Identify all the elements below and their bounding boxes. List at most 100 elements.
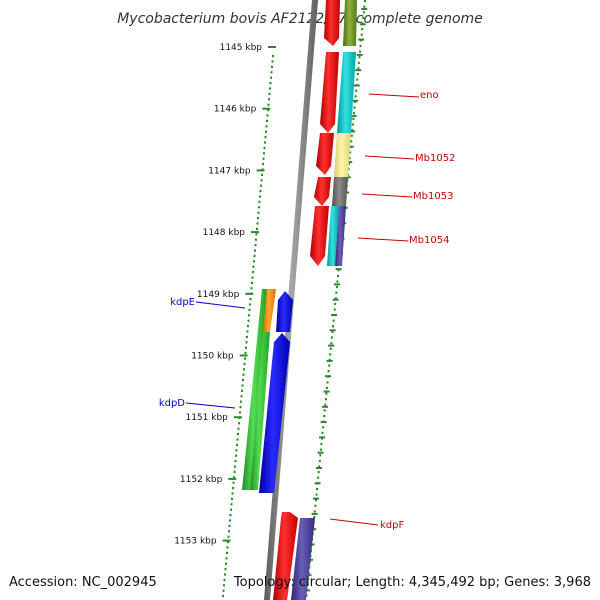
tick-dot [326,386,328,390]
tick-dot [223,578,226,581]
tick-dot [242,379,244,382]
tick-dot [226,551,228,554]
tick-dot [318,465,321,468]
gene-label-kdpF[interactable]: kdpF [380,520,404,531]
major-tick [268,46,276,48]
gene-label-kdpD[interactable]: kdpD [159,398,185,409]
tick-dot [318,459,321,462]
tick-dot [265,130,267,133]
minor-tick [352,99,359,102]
minor-tick [313,497,320,500]
minor-tick [359,23,366,26]
tick-dot [314,504,317,507]
tick-dot [271,65,273,68]
tick-dot [246,335,248,338]
tick-dot [329,353,332,356]
major-tick [228,477,237,480]
tick-dot [254,249,256,252]
tick-dot [254,244,257,247]
tick-dot [261,173,263,176]
tick-dot [259,195,261,198]
tick-dot [270,71,273,74]
kbp-label: 1152 kbp [180,475,223,485]
tick-dot [243,368,245,371]
tick-dot [266,114,269,117]
tick-dot [328,364,331,367]
tick-dot [350,140,353,143]
tick-dot [252,265,255,268]
tick-dot [252,271,254,274]
tick-dot [227,541,229,544]
tick-dot [231,497,233,500]
tick-dot [224,573,226,576]
tick-dot [323,415,326,418]
tick-dot [364,0,366,3]
tick-dot [250,287,253,290]
tick-dot [244,357,246,360]
gene-red-kdpF [273,512,298,600]
tick-dot [348,157,351,160]
tick-dot [239,411,241,414]
gene-group-kdp [242,289,293,493]
map-title: Mycobacterium bovis AF2122/97, complete … [117,11,483,27]
leader-mb1053 [361,193,413,198]
tick-dot [230,508,232,511]
tick-dot [316,487,318,491]
tick-dot [269,82,272,85]
minor-tick [334,283,341,286]
tick-dot [222,589,225,592]
tick-dot [246,330,249,333]
gene-label-kdpE[interactable]: kdpE [170,297,195,308]
tick-dot [230,503,233,506]
tick-dot [257,211,260,214]
tick-dot [232,481,235,484]
minor-tick [332,298,339,301]
tick-dot [253,260,255,263]
topology-text: Topology: circular; Length: 4,345,492 bp… [233,575,591,590]
tick-dot [337,274,339,277]
tick-dot [248,314,250,317]
tick-dot [245,341,248,344]
tick-dot [305,594,308,597]
tick-dot [258,206,260,209]
tick-dot [348,162,350,165]
gene-label-mb1052[interactable]: Mb1052 [415,153,455,164]
kbp-label: 1153 kbp [174,537,217,547]
gene-label-mb1053[interactable]: Mb1053 [413,191,453,202]
tick-dot [229,519,231,522]
tick-dot [232,487,234,490]
tick-dot [362,16,365,19]
gene-label-eno[interactable]: eno [420,90,439,101]
tick-dot [241,384,244,387]
tick-dot [357,61,360,64]
tick-dot [313,510,316,513]
tick-dot [236,438,239,441]
tick-dot [248,308,251,311]
tick-dot [228,530,230,533]
tick-dot [335,286,338,289]
leader-kdpE [195,301,246,309]
tick-dot [268,98,270,101]
major-tick [262,107,271,110]
tick-dot [331,330,334,333]
tick-dot [225,557,228,560]
gene-label-mb1054[interactable]: Mb1054 [409,235,449,246]
minor-tick [326,359,333,362]
tick-dot [260,179,263,182]
tick-dot [247,319,250,322]
kbp-label: 1146 kbp [214,105,257,115]
major-tick [245,292,254,295]
tick-dot [356,78,359,81]
tick-dot [225,562,227,565]
gene-red-mb1053 [314,177,331,206]
gene-group-upper [310,0,357,266]
tick-dot [229,514,232,517]
tick-dot [362,11,365,14]
tick-dot [240,400,242,403]
tick-dot [266,119,268,122]
tick-dot [314,499,317,502]
tick-dot [251,276,254,279]
minor-tick [311,512,318,515]
tick-dot [256,222,259,225]
tick-dot [349,151,352,154]
